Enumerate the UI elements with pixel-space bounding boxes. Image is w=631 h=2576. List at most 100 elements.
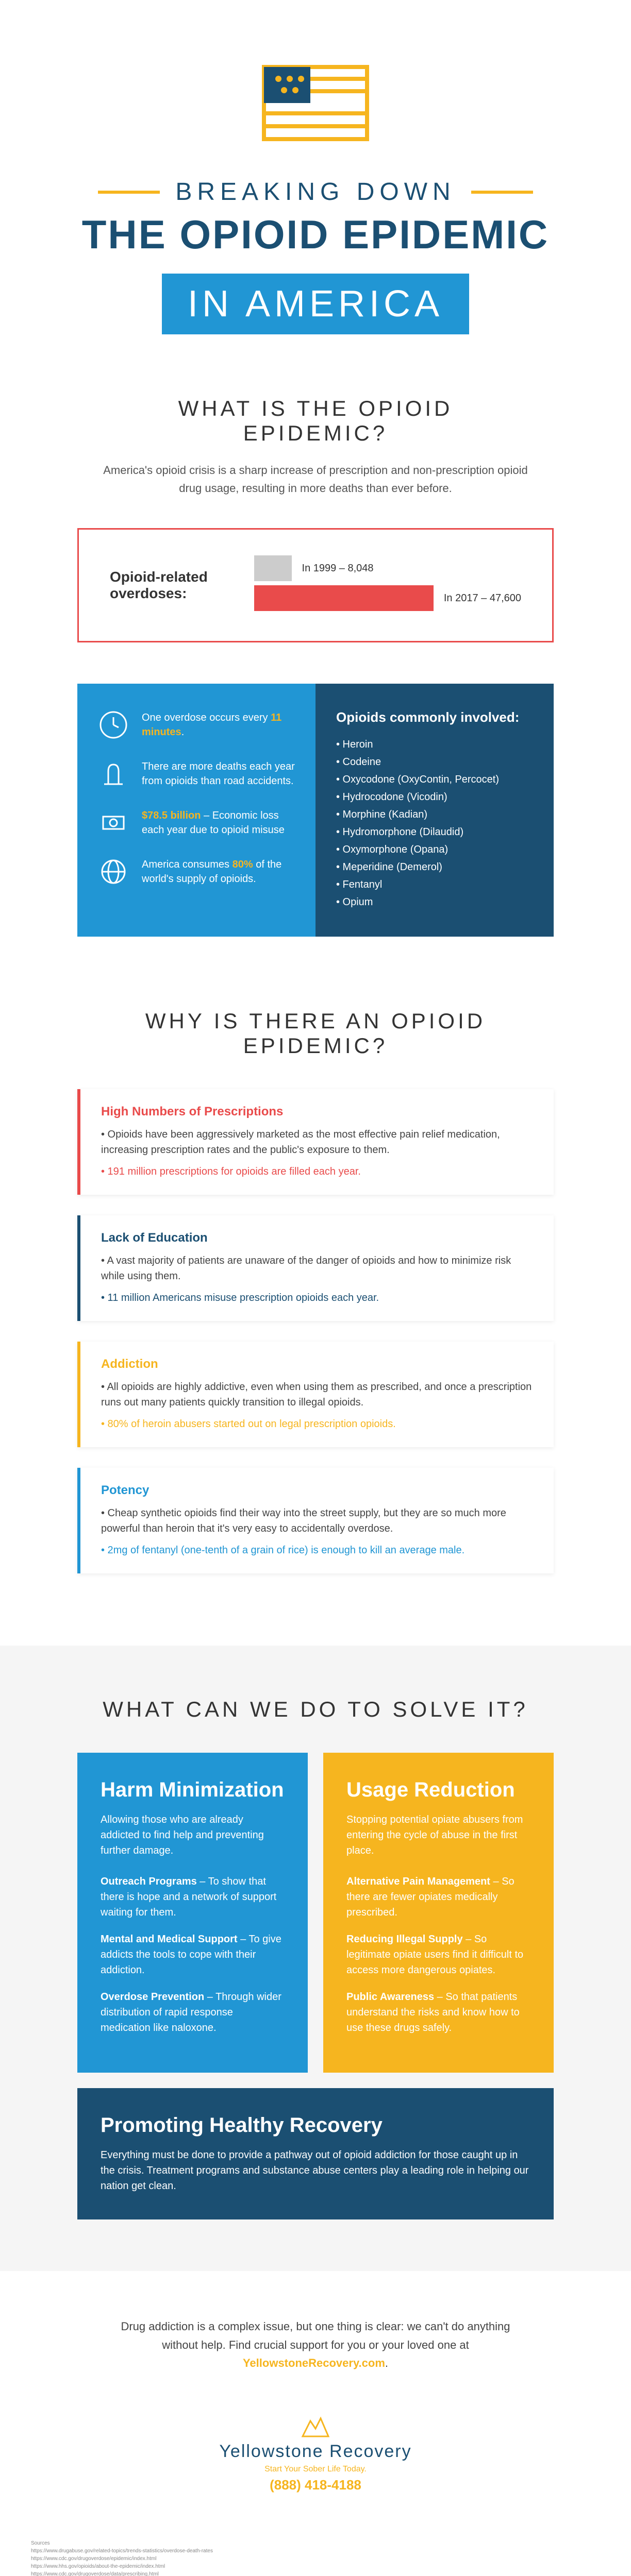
overdose-chart: Opioid-related overdoses: In 1999 – 8,04…: [77, 528, 554, 642]
opioid-item: • Hydromorphone (Dilaudid): [336, 823, 533, 841]
main-title: THE OPIOID EPIDEMIC: [52, 211, 579, 258]
flag-icon: [259, 62, 372, 147]
intro-title: WHAT IS THE OPIOID EPIDEMIC?: [103, 396, 528, 446]
solve-card-intro: Allowing those who are already addicted …: [101, 1812, 285, 1858]
causes-list: High Numbers of Prescriptions • Opioids h…: [77, 1089, 554, 1573]
stats-left: One overdose occurs every 11 minutes. The…: [77, 684, 315, 937]
cause-body: • Cheap synthetic opioids find their way…: [101, 1505, 533, 1536]
closing-a: Drug addiction is a complex issue, but o…: [121, 2320, 510, 2351]
bar: [254, 555, 292, 581]
solve-item: Public Awareness – So that patients unde…: [346, 1989, 530, 2036]
closing: Drug addiction is a complex issue, but o…: [0, 2271, 631, 2403]
overdose-bars: In 1999 – 8,048 In 2017 – 47,600: [254, 555, 521, 615]
tomb-icon: [98, 758, 129, 789]
opioid-item: • Opium: [336, 893, 533, 911]
opioid-item: • Oxycodone (OxyContin, Percocet): [336, 771, 533, 788]
stats-grid: One overdose occurs every 11 minutes. The…: [77, 684, 554, 937]
eyebrow-text: BREAKING DOWN: [175, 178, 455, 206]
globe-icon: [98, 856, 129, 887]
solve-card-title: Harm Minimization: [101, 1778, 285, 1802]
header: BREAKING DOWN THE OPIOID EPIDEMIC IN AME…: [0, 0, 631, 376]
stat-text: One overdose occurs every 11 minutes.: [142, 710, 295, 739]
money-icon: [98, 807, 129, 838]
bar: [254, 585, 434, 611]
solve-card: Harm Minimization Allowing those who are …: [77, 1753, 308, 2073]
opioid-item: • Morphine (Kadian): [336, 806, 533, 823]
rule-right: [471, 191, 533, 194]
sources: Sources https://www.drugabuse.gov/relate…: [0, 2524, 631, 2576]
stat-text: $78.5 billion – Economic loss each year …: [142, 808, 295, 837]
solve-card: Usage Reduction Stopping potential opiate…: [323, 1753, 554, 2073]
cause-stat: • 80% of heroin abusers started out on l…: [101, 1416, 533, 1432]
cause-stat: • 2mg of fentanyl (one-tenth of a grain …: [101, 1543, 533, 1558]
cause-box: High Numbers of Prescriptions • Opioids h…: [77, 1089, 554, 1195]
footer-phone: (888) 418-4188: [0, 2477, 631, 2493]
cause-body: • A vast majority of patients are unawar…: [101, 1253, 533, 1284]
solve-item: Mental and Medical Support – To give add…: [101, 1931, 285, 1978]
closing-b: .: [385, 2357, 388, 2369]
cause-title: Addiction: [101, 1357, 533, 1371]
opioids-list: • Heroin• Codeine• Oxycodone (OxyContin,…: [336, 736, 533, 911]
cause-stat: • 11 million Americans misuse prescripti…: [101, 1290, 533, 1306]
intro-body: America's opioid crisis is a sharp incre…: [103, 461, 528, 497]
sources-label: Sources: [31, 2539, 600, 2547]
stat-row: America consumes 80% of the world's supp…: [98, 856, 295, 887]
solve-item: Alternative Pain Management – So there a…: [346, 1874, 530, 1920]
stat-row: One overdose occurs every 11 minutes.: [98, 709, 295, 740]
why-title: WHY IS THERE AN OPIOID EPIDEMIC?: [77, 1009, 554, 1058]
closing-text: Drug addiction is a complex issue, but o…: [119, 2317, 512, 2372]
solve-section: WHAT CAN WE DO TO SOLVE IT? Harm Minimiz…: [0, 1646, 631, 2271]
opioid-item: • Hydrocodone (Vicodin): [336, 788, 533, 806]
cause-box: Potency • Cheap synthetic opioids find th…: [77, 1468, 554, 1573]
opioid-item: • Oxymorphone (Opana): [336, 841, 533, 858]
solve-item: Overdose Prevention – Through wider dist…: [101, 1989, 285, 2036]
opioid-item: • Heroin: [336, 736, 533, 753]
source-line: https://www.hhs.gov/opioids/about-the-ep…: [31, 2563, 600, 2570]
mountain-icon: [300, 2413, 331, 2439]
opioid-item: • Fentanyl: [336, 876, 533, 893]
solve-grid: Harm Minimization Allowing those who are …: [77, 1753, 554, 2073]
sources-list: https://www.drugabuse.gov/related-topics…: [31, 2547, 600, 2576]
why-section: WHY IS THERE AN OPIOID EPIDEMIC? High Nu…: [0, 988, 631, 1646]
cause-box: Lack of Education • A vast majority of pa…: [77, 1215, 554, 1321]
stat-text: There are more deaths each year from opi…: [142, 759, 295, 788]
source-line: https://www.drugabuse.gov/related-topics…: [31, 2547, 600, 2555]
cause-body: • All opioids are highly addictive, even…: [101, 1379, 533, 1410]
footer-brand: Yellowstone Recovery: [0, 2442, 631, 2462]
bar-row: In 1999 – 8,048: [254, 555, 521, 581]
solve-card-title: Usage Reduction: [346, 1778, 530, 1802]
bar-label: In 1999 – 8,048: [302, 563, 374, 574]
solve-wide: Promoting Healthy Recovery Everything mu…: [77, 2088, 554, 2219]
solve-item: Outreach Programs – To show that there i…: [101, 1874, 285, 1920]
cause-title: Lack of Education: [101, 1231, 533, 1245]
footer: Yellowstone Recovery Start Your Sober Li…: [0, 2403, 631, 2524]
footer-tag: Start Your Sober Life Today.: [0, 2465, 631, 2474]
opioid-item: • Meperidine (Demerol): [336, 858, 533, 876]
source-line: https://www.cdc.gov/drugoverdose/epidemi…: [31, 2555, 600, 2563]
solve-title: WHAT CAN WE DO TO SOLVE IT?: [77, 1697, 554, 1722]
source-line: https://www.cdc.gov/drugoverdose/data/pr…: [31, 2570, 600, 2576]
eyebrow-row: BREAKING DOWN: [52, 178, 579, 206]
opioids-title: Opioids commonly involved:: [336, 709, 533, 725]
opioid-item: • Codeine: [336, 753, 533, 771]
rule-left: [98, 191, 160, 194]
stat-text: America consumes 80% of the world's supp…: [142, 857, 295, 886]
wide-title: Promoting Healthy Recovery: [101, 2114, 530, 2137]
intro-section: WHAT IS THE OPIOID EPIDEMIC? America's o…: [0, 376, 631, 528]
solve-card-intro: Stopping potential opiate abusers from e…: [346, 1812, 530, 1858]
cause-box: Addiction • All opioids are highly addict…: [77, 1342, 554, 1447]
infographic-root: BREAKING DOWN THE OPIOID EPIDEMIC IN AME…: [0, 0, 631, 2576]
stat-row: There are more deaths each year from opi…: [98, 758, 295, 789]
bar-label: In 2017 – 47,600: [444, 592, 521, 604]
cause-title: Potency: [101, 1483, 533, 1498]
overdose-label: Opioid-related overdoses:: [110, 569, 254, 602]
clock-icon: [98, 709, 129, 740]
solve-item: Reducing Illegal Supply – So legitimate …: [346, 1931, 530, 1978]
stat-row: $78.5 billion – Economic loss each year …: [98, 807, 295, 838]
closing-link[interactable]: YellowstoneRecovery.com: [243, 2357, 385, 2369]
wide-body: Everything must be done to provide a pat…: [101, 2147, 530, 2194]
bar-row: In 2017 – 47,600: [254, 585, 521, 611]
stats-right: Opioids commonly involved: • Heroin• Cod…: [315, 684, 554, 937]
cause-title: High Numbers of Prescriptions: [101, 1105, 533, 1119]
cause-body: • Opioids have been aggressively markete…: [101, 1127, 533, 1158]
